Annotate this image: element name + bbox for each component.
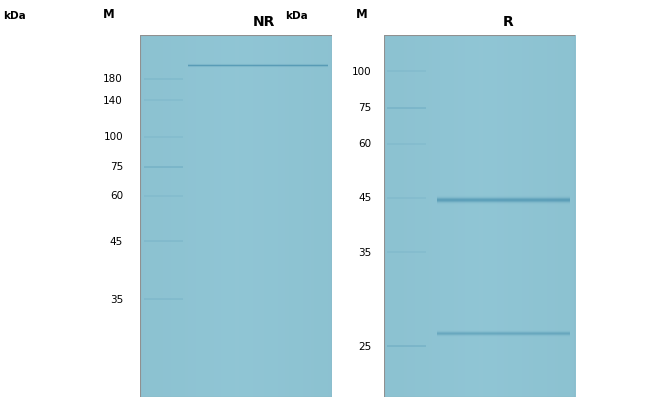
Text: 75: 75 [110, 163, 123, 173]
Text: 100: 100 [352, 67, 371, 77]
Text: 75: 75 [358, 103, 371, 113]
Text: NR: NR [254, 15, 276, 29]
Text: M: M [103, 8, 115, 21]
Text: M: M [356, 8, 367, 21]
Text: 140: 140 [103, 96, 123, 106]
Text: 60: 60 [358, 139, 371, 149]
Text: 45: 45 [110, 237, 123, 247]
Text: kDa: kDa [3, 11, 25, 21]
Text: 180: 180 [103, 74, 123, 84]
Text: 35: 35 [358, 248, 371, 258]
Text: 45: 45 [358, 193, 371, 203]
Text: 60: 60 [110, 191, 123, 201]
Text: kDa: kDa [285, 11, 307, 21]
Text: 35: 35 [110, 295, 123, 305]
Text: 100: 100 [103, 132, 123, 142]
Text: R: R [502, 15, 514, 29]
Text: 25: 25 [358, 342, 371, 352]
